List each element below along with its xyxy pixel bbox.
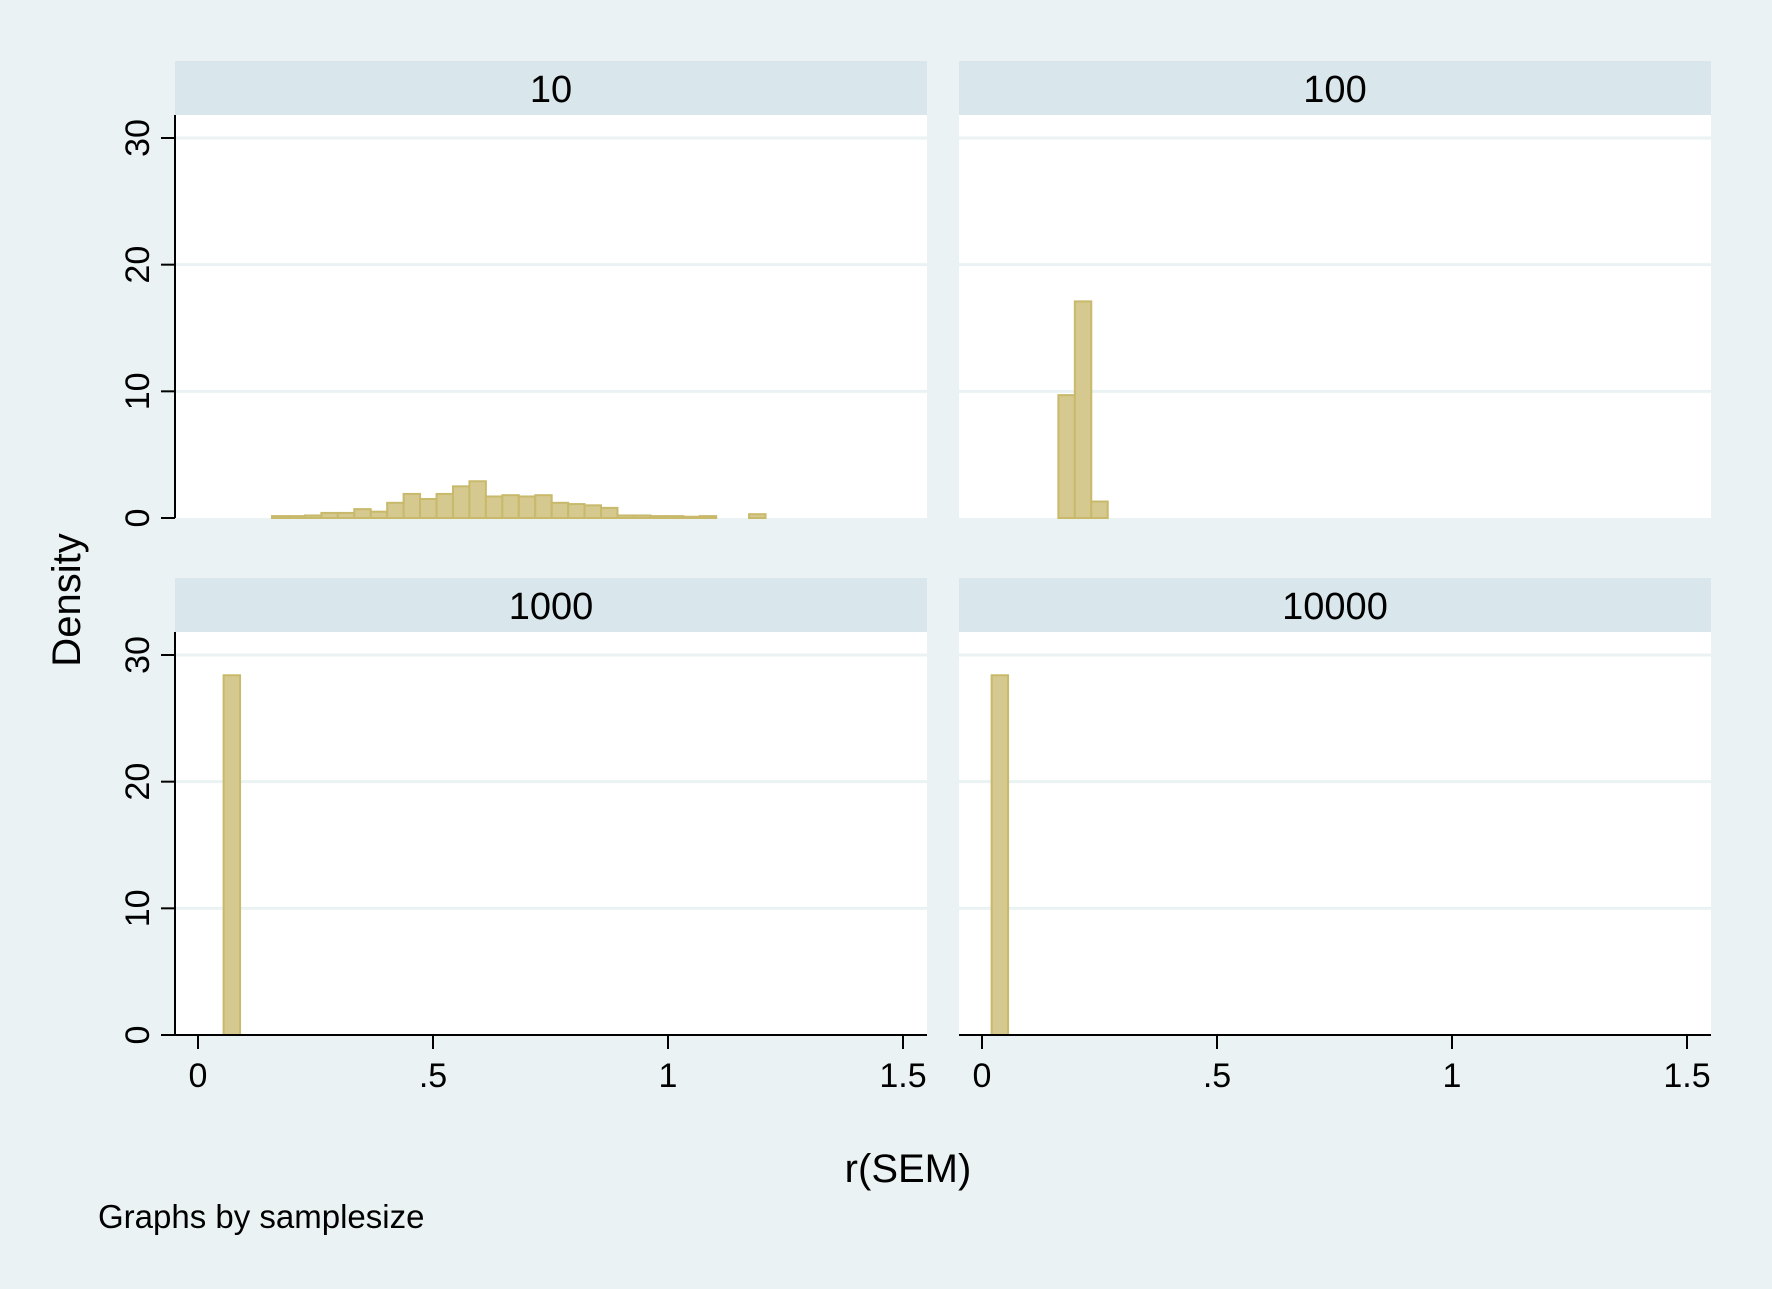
panel-10: 10 0 10 20 30 xyxy=(119,61,927,527)
x-tick-label: .5 xyxy=(1203,1057,1231,1095)
histogram-bar xyxy=(550,501,570,519)
y-tick-label: 0 xyxy=(119,1026,157,1045)
x-tick-label: .5 xyxy=(419,1057,447,1095)
histogram-bar xyxy=(632,514,652,520)
x-tick-label: 1 xyxy=(659,1057,678,1095)
histogram-bar xyxy=(583,504,603,520)
histogram-bar xyxy=(748,513,767,520)
histogram-bar xyxy=(271,515,290,519)
histogram-bar xyxy=(419,498,438,519)
x-tick-label: 0 xyxy=(189,1057,208,1095)
panel-title: 10000 xyxy=(1282,586,1388,628)
histogram-bar xyxy=(435,492,454,519)
histogram-bar xyxy=(303,514,323,520)
histogram-bar xyxy=(320,511,339,520)
panel-100: 100 xyxy=(959,61,1711,519)
panel-title: 1000 xyxy=(509,586,594,628)
plot-area xyxy=(959,632,1711,1035)
histogram-bar xyxy=(1073,300,1093,519)
y-tick-label: 30 xyxy=(119,636,157,674)
y-tick-label: 20 xyxy=(119,246,157,284)
panel-strip xyxy=(959,61,1711,116)
histogram-bar xyxy=(287,515,306,519)
histogram-bar xyxy=(501,494,520,520)
y-axis-title: Density xyxy=(45,533,89,666)
x-axis-title: r(SEM) xyxy=(845,1147,972,1191)
histogram-bar xyxy=(698,515,718,519)
histogram-bar xyxy=(567,503,586,520)
y-tick-label: 0 xyxy=(119,509,157,528)
histogram-bar xyxy=(649,515,668,519)
x-tick-label: 1.5 xyxy=(879,1057,926,1095)
x-tick-label: 1 xyxy=(1443,1057,1462,1095)
histogram-bar xyxy=(1057,394,1076,519)
histogram-bar xyxy=(353,508,372,519)
y-tick-label: 30 xyxy=(119,119,157,157)
histogram-bar xyxy=(386,501,405,519)
histogram-bar xyxy=(682,515,701,520)
panel-strip xyxy=(175,578,927,633)
graphs-note: Graphs by samplesize xyxy=(98,1198,424,1235)
y-tick-label: 20 xyxy=(119,763,157,801)
histogram-bar xyxy=(665,515,685,519)
panel-1000: 1000 0 10 20 30 0 .5 1 1.5 xyxy=(119,578,927,1095)
histogram-bar xyxy=(1090,500,1109,519)
histogram-bar xyxy=(402,492,422,519)
y-tick-label: 10 xyxy=(119,889,157,927)
histogram-bar xyxy=(222,674,242,1036)
histogram-bar xyxy=(616,514,635,520)
panel-title: 10 xyxy=(530,69,572,111)
y-tick-label: 10 xyxy=(119,372,157,410)
histogram-bar xyxy=(600,506,619,520)
plot-area xyxy=(175,632,927,1035)
histogram-bar xyxy=(517,495,537,520)
panel-strip xyxy=(959,578,1711,633)
x-tick-label: 0 xyxy=(973,1057,992,1095)
panel-10000: 10000 0 .5 1 1.5 xyxy=(959,578,1711,1095)
histogram-bar xyxy=(468,480,487,519)
plot-area xyxy=(175,115,927,518)
histogram-bar xyxy=(990,674,1010,1036)
panel-strip xyxy=(175,61,927,116)
x-tick-label: 1.5 xyxy=(1663,1057,1710,1095)
histogram-bar xyxy=(336,511,356,520)
histogram-bar xyxy=(369,510,389,519)
histogram-bar xyxy=(534,494,553,520)
histogram-bar xyxy=(484,495,504,520)
panel-title: 100 xyxy=(1303,69,1366,111)
histogram-bar xyxy=(451,485,471,520)
